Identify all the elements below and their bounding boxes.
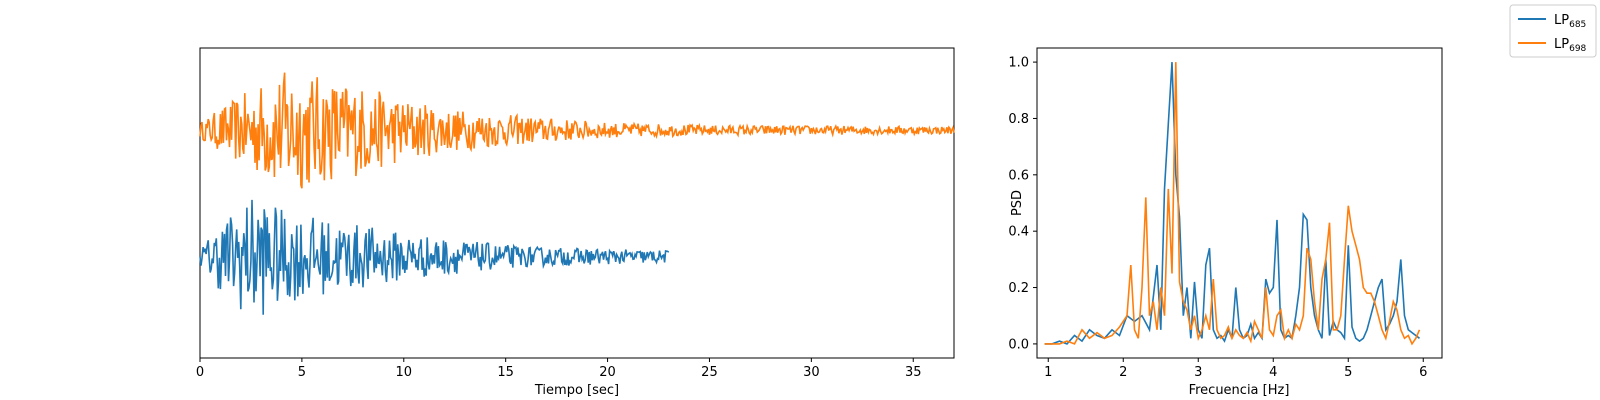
psd-y-tick-label: 0.2 <box>1008 281 1029 296</box>
psd-y-tick-label: 0.8 <box>1008 112 1029 127</box>
psd-y-tick-label: 1.0 <box>1008 56 1029 71</box>
time-series-line-1 <box>199 199 670 315</box>
psd-plot-frame <box>1036 47 1443 359</box>
time-series-chart: 0 5 10 15 20 25 30 35 Tiempo [sec] <box>196 47 955 398</box>
psd-x-tick-label: 5 <box>1344 365 1352 380</box>
time-x-axis-label: Tiempo [sec] <box>534 383 619 398</box>
legend-label-lp698-base: LP <box>1554 37 1569 52</box>
psd-x-ticks: 1 2 3 4 5 6 <box>1044 358 1427 380</box>
psd-series-line-1 <box>1044 62 1421 346</box>
legend-label-lp685: LP685 <box>1554 13 1586 30</box>
legend: LP685 LP698 <box>1509 4 1597 58</box>
psd-y-axis-label: PSD <box>1010 190 1025 216</box>
time-series-line-0 <box>199 72 955 189</box>
time-x-tick-label: 25 <box>701 365 718 380</box>
time-x-tick-label: 10 <box>396 365 413 380</box>
time-series-lines <box>199 72 955 315</box>
psd-y-ticks: 0.0 0.2 0.4 0.6 0.8 1.0 <box>1008 56 1037 352</box>
time-x-tick-label: 30 <box>803 365 820 380</box>
psd-series-line-0 <box>1044 62 1420 345</box>
time-x-ticks: 0 5 10 15 20 25 30 35 <box>196 358 922 380</box>
legend-entry-lp685: LP685 <box>1518 13 1586 30</box>
time-x-tick-label: 35 <box>905 365 922 380</box>
legend-label-lp698: LP698 <box>1554 37 1587 54</box>
psd-chart: 1 2 3 4 5 6 0.0 0.2 0.4 0.6 0.8 1.0 Frecuencia [Hz… <box>1008 47 1443 398</box>
time-plot-frame <box>199 47 955 359</box>
legend-entry-lp698: LP698 <box>1518 37 1587 54</box>
psd-y-tick-label: 0.0 <box>1008 337 1029 352</box>
psd-series-lines <box>1044 62 1421 346</box>
legend-label-lp685-sub: 685 <box>1569 20 1586 30</box>
psd-x-axis-label: Frecuencia [Hz] <box>1189 383 1290 398</box>
time-x-tick-label: 20 <box>599 365 616 380</box>
psd-x-tick-label: 2 <box>1119 365 1127 380</box>
psd-y-tick-label: 0.6 <box>1008 168 1029 183</box>
psd-y-tick-label: 0.4 <box>1008 225 1029 240</box>
psd-x-tick-label: 6 <box>1419 365 1427 380</box>
time-x-tick-label: 15 <box>497 365 514 380</box>
time-x-tick-label: 0 <box>196 365 204 380</box>
psd-x-tick-label: 3 <box>1194 365 1202 380</box>
time-x-tick-label: 5 <box>298 365 306 380</box>
legend-label-lp698-sub: 698 <box>1569 44 1586 54</box>
legend-label-lp685-base: LP <box>1554 13 1569 28</box>
psd-x-tick-label: 4 <box>1269 365 1277 380</box>
psd-x-tick-label: 1 <box>1044 365 1052 380</box>
